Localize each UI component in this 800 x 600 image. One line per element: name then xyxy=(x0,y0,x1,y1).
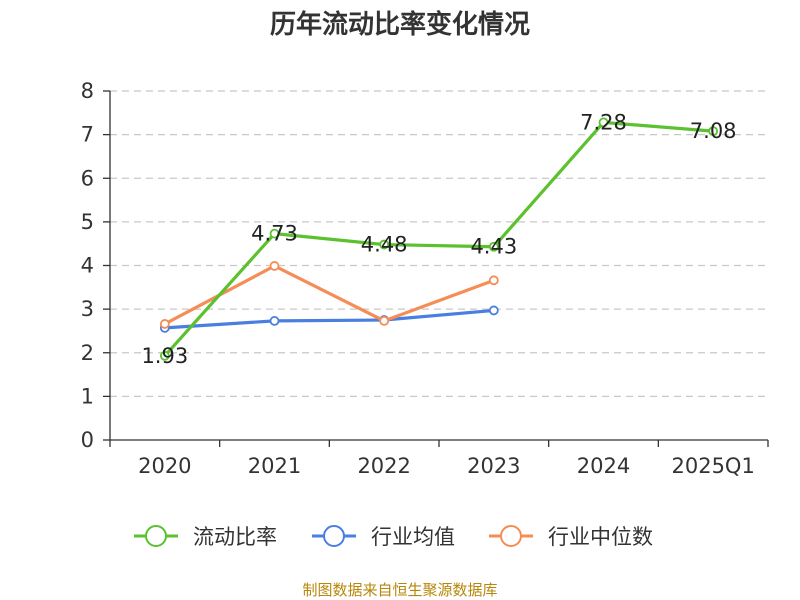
data-point xyxy=(488,241,499,252)
data-point xyxy=(488,305,499,316)
y-tick-label: 3 xyxy=(81,297,94,321)
data-point xyxy=(269,316,280,326)
y-tick-label: 1 xyxy=(81,384,94,408)
legend-swatch-marker xyxy=(323,525,345,547)
y-tick-label: 0 xyxy=(81,428,94,452)
legend-label: 流动比率 xyxy=(193,525,277,549)
y-tick-label: 6 xyxy=(81,166,94,190)
grid-lines xyxy=(110,90,768,398)
legend-swatch-marker xyxy=(500,525,522,547)
data-point xyxy=(269,228,280,239)
data-point xyxy=(269,261,280,271)
x-tick-label: 2024 xyxy=(577,454,630,478)
x-tick-label: 2025Q1 xyxy=(671,454,754,478)
data-label: 4.73 xyxy=(251,222,298,246)
legend-swatch-marker xyxy=(145,525,167,547)
legend-label: 行业均值 xyxy=(371,525,455,549)
y-tick-label: 4 xyxy=(81,254,94,278)
data-labels: 1.93 4.73 4.48 4.43 7.28 7.08 xyxy=(141,110,736,367)
data-label: 7.08 xyxy=(690,119,737,143)
y-tick-label: 5 xyxy=(81,210,94,234)
legend-label: 行业中位数 xyxy=(548,525,653,549)
source-note: 制图数据来自恒生聚源数据库 xyxy=(302,581,497,599)
series-line xyxy=(163,120,714,357)
series-lines xyxy=(159,117,719,361)
data-point xyxy=(708,126,719,137)
legend: 流动比率 行业均值 行业中位数 xyxy=(134,525,653,549)
chart-title: 历年流动比率变化情况 xyxy=(270,9,530,40)
data-label: 4.43 xyxy=(470,235,517,259)
x-tick-label: 2020 xyxy=(138,454,191,478)
data-label: 7.28 xyxy=(580,110,627,134)
y-tick-label: 7 xyxy=(81,123,94,147)
data-label: 4.48 xyxy=(361,233,408,257)
data-point xyxy=(159,350,170,361)
data-point xyxy=(379,239,390,250)
data-label: 1.93 xyxy=(141,344,188,368)
y-tick-label: 8 xyxy=(81,79,94,103)
series-line xyxy=(164,308,494,330)
y-tick-label: 2 xyxy=(81,341,94,365)
x-tick-label: 2023 xyxy=(467,454,520,478)
data-point xyxy=(159,319,170,329)
data-point xyxy=(379,316,390,326)
x-tick-label: 2021 xyxy=(248,454,301,478)
data-point xyxy=(598,117,609,128)
x-tick-label: 2022 xyxy=(357,454,410,478)
data-point xyxy=(488,275,499,286)
axes: 0 1 2 3 4 5 6 7 8 2020 2021 2022 2023 2024 2025Q1 xyxy=(81,79,769,478)
